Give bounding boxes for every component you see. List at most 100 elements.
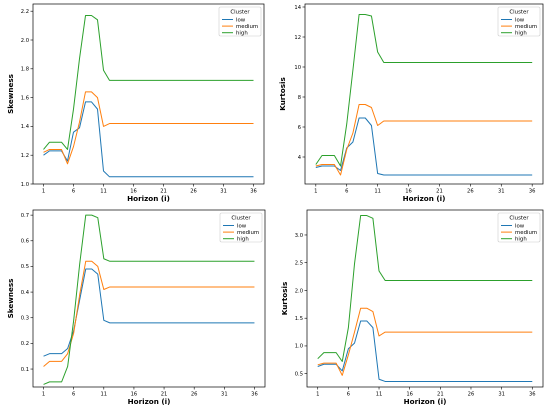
x-tick-label: 21 <box>161 392 168 398</box>
x-tick-label: 26 <box>191 392 198 398</box>
plot-frame <box>32 3 265 185</box>
y-tick-label: 1.0 <box>21 182 29 188</box>
x-tick-label: 1 <box>314 189 317 195</box>
y-tick-label: 1.0 <box>295 344 303 350</box>
legend-title: Cluster <box>509 216 529 222</box>
y-tick-label: 1.5 <box>295 316 303 322</box>
y-tick-label: 0.6 <box>21 239 29 245</box>
x-axis-label: Horizon (i) <box>128 397 171 406</box>
y-tick-label: 12 <box>294 35 301 41</box>
series-line-medium <box>43 91 254 165</box>
x-tick-label: 26 <box>468 392 475 398</box>
x-tick-label: 21 <box>160 189 167 195</box>
y-tick-label: 14 <box>294 5 301 11</box>
y-tick-label: 1.2 <box>21 153 29 159</box>
legend-label-medium: medium <box>515 230 537 236</box>
x-tick-label: 26 <box>467 189 474 195</box>
x-tick-label: 31 <box>498 189 505 195</box>
x-tick-label: 6 <box>72 189 75 195</box>
legend-label-low: low <box>236 17 246 23</box>
y-axis-label: Skewness <box>6 74 15 114</box>
series-line-low <box>315 117 533 176</box>
chart-panel-3: 1 6 11 16 21 26 31 360.10.20.30.40.50.60.7Horiz… <box>6 209 266 406</box>
y-axis-label: Kurtosis <box>280 282 289 316</box>
x-tick-label: 11 <box>374 189 381 195</box>
x-tick-label: 11 <box>101 392 108 398</box>
x-tick-label: 36 <box>250 189 257 195</box>
x-tick-label: 36 <box>529 392 536 398</box>
x-tick-label: 1 <box>42 189 45 195</box>
legend-title: Cluster <box>509 10 529 16</box>
x-tick-label: 31 <box>221 392 228 398</box>
y-tick-label: 8 <box>298 95 301 101</box>
y-tick-label: 0.7 <box>21 213 29 219</box>
x-tick-label: 31 <box>220 189 227 195</box>
x-axis-label: Horizon (i) <box>403 194 446 203</box>
legend-label-medium: medium <box>237 230 259 236</box>
y-tick-label: 10 <box>294 65 301 71</box>
y-axis-label: Skewness <box>6 279 15 319</box>
x-tick-label: 36 <box>251 392 258 398</box>
legend-box <box>218 6 262 37</box>
x-tick-label: 16 <box>130 189 137 195</box>
y-tick-label: 6 <box>298 125 301 131</box>
x-tick-label: 11 <box>100 189 107 195</box>
x-tick-label: 21 <box>437 392 444 398</box>
x-tick-label: 11 <box>376 392 383 398</box>
y-tick-label: 0.5 <box>21 264 29 270</box>
y-tick-label: 3.0 <box>295 233 303 239</box>
legend-label-high: high <box>236 31 248 37</box>
series-line-low <box>317 320 533 382</box>
y-tick-label: 1.8 <box>21 67 29 73</box>
series-line-medium <box>317 307 533 376</box>
y-tick-label: 0.2 <box>21 341 29 347</box>
series-line-low <box>43 101 254 178</box>
x-tick-label: 16 <box>405 189 412 195</box>
chart-panel-4: 1 6 11 16 21 26 31 360.51.01.52.02.53.0Horizon … <box>280 209 544 406</box>
x-axis-label: Horizon (i) <box>404 397 447 406</box>
plot-frame <box>304 3 544 185</box>
y-tick-label: 0.1 <box>21 367 29 373</box>
legend-box <box>219 212 263 243</box>
series-line-high <box>317 215 533 362</box>
x-tick-label: 26 <box>190 189 197 195</box>
x-tick-label: 21 <box>436 189 443 195</box>
series-line-high <box>43 214 255 385</box>
x-tick-label: 1 <box>42 392 45 398</box>
plot-frame <box>306 209 544 388</box>
y-tick-label: 2.0 <box>295 288 303 294</box>
chart-panel-1: 1 6 11 16 21 26 31 361.01.21.41.61.82.02.2Horiz… <box>6 3 265 203</box>
series-line-low <box>43 268 255 357</box>
y-tick-label: 0.5 <box>295 371 303 377</box>
series-line-medium <box>315 104 533 176</box>
y-tick-label: 2.2 <box>21 9 29 15</box>
y-tick-label: 0.3 <box>21 316 29 322</box>
series-line-medium <box>43 260 255 367</box>
legend-box <box>497 212 541 243</box>
y-axis-label: Kurtosis <box>278 77 287 111</box>
y-tick-label: 1.6 <box>21 95 29 101</box>
x-tick-label: 6 <box>345 189 348 195</box>
legend-label-low: low <box>515 17 525 23</box>
x-tick-label: 6 <box>347 392 350 398</box>
x-tick-label: 16 <box>406 392 413 398</box>
legend-label-medium: medium <box>236 24 258 30</box>
y-tick-label: 1.4 <box>21 124 30 130</box>
series-line-high <box>43 15 254 150</box>
x-tick-label: 16 <box>131 392 138 398</box>
y-tick-label: 4 <box>298 155 302 161</box>
legend-box <box>497 6 541 37</box>
series-line-high <box>315 14 533 167</box>
legend-label-low: low <box>515 223 525 229</box>
y-tick-label: 2.0 <box>21 38 29 44</box>
legend-title: Cluster <box>230 10 250 16</box>
legend-label-high: high <box>237 237 249 243</box>
legend-label-high: high <box>515 31 527 37</box>
legend-label-medium: medium <box>515 24 537 30</box>
y-tick-label: 2.5 <box>295 261 303 267</box>
